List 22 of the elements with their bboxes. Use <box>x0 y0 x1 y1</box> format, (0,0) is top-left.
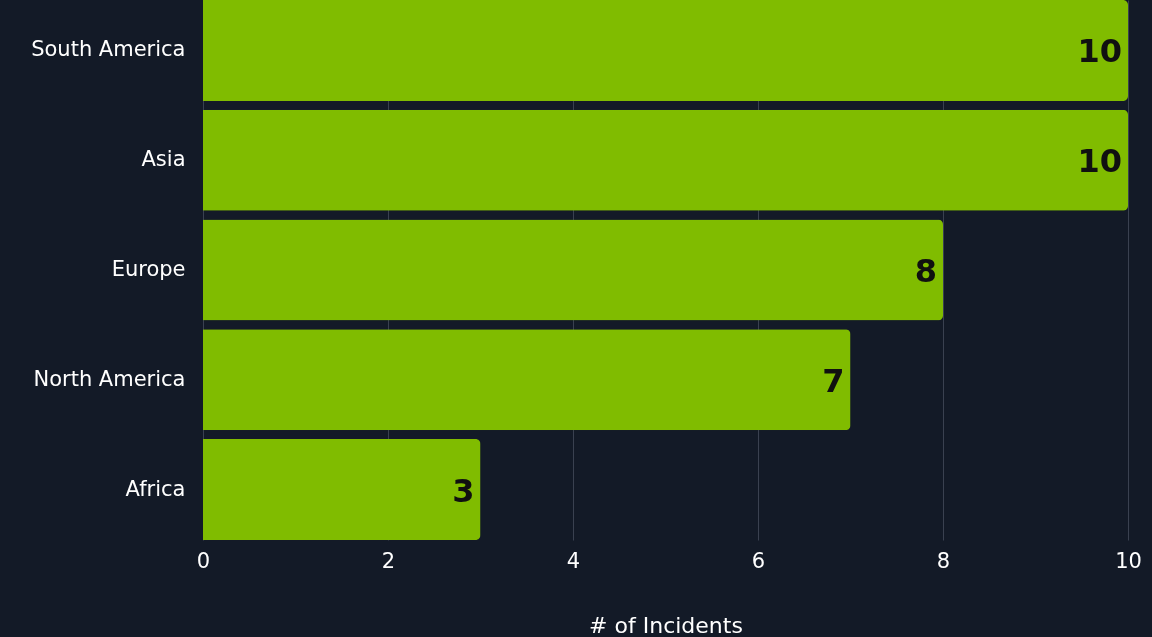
x-tick-label: 0 <box>196 548 211 573</box>
x-tick-label: 8 <box>936 548 951 573</box>
x-axis-title: # of Incidents <box>589 612 743 637</box>
bar <box>203 219 943 321</box>
y-tick-label: North America <box>33 366 186 391</box>
y-tick-label: Africa <box>125 476 186 501</box>
y-tick-label: South America <box>31 37 186 62</box>
bar <box>203 439 481 540</box>
data-label: 10 <box>1077 142 1122 181</box>
x-tick-label: 2 <box>381 548 396 573</box>
y-tick-label: Europe <box>111 257 186 281</box>
bar <box>203 0 1128 101</box>
x-tick-label: 10 <box>1115 548 1142 573</box>
x-tick-label: 6 <box>751 548 766 573</box>
y-tick-label: Asia <box>141 147 186 172</box>
bar <box>203 109 1128 211</box>
bar <box>203 329 851 431</box>
x-tick-label: 4 <box>566 548 581 573</box>
data-label: 10 <box>1077 32 1122 71</box>
data-label: 8 <box>914 252 937 290</box>
data-label: 7 <box>822 361 845 400</box>
data-label: 3 <box>452 471 475 510</box>
